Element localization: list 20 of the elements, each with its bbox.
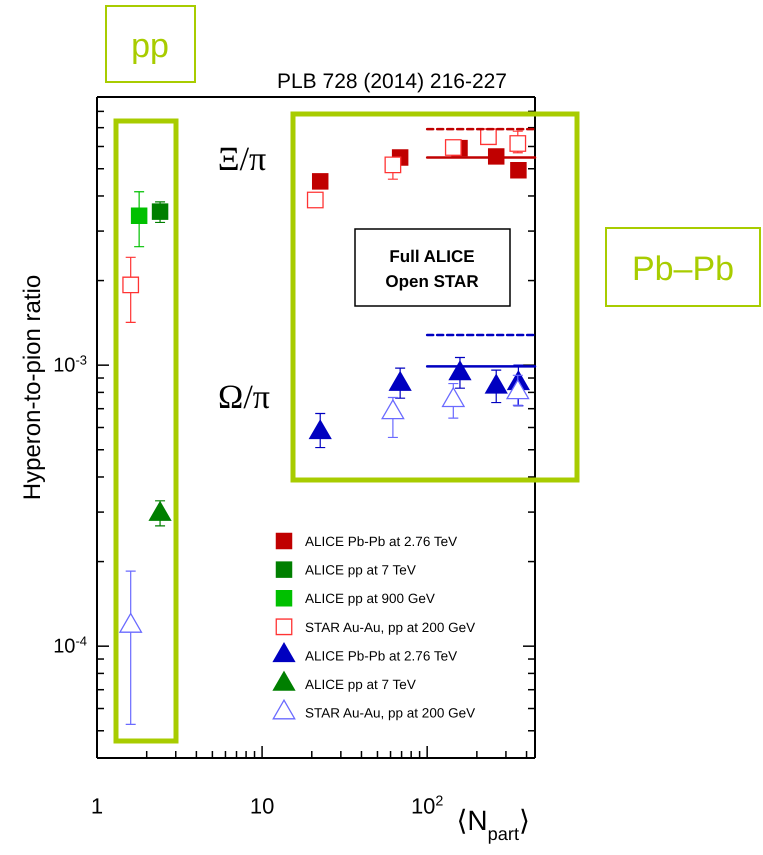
legend-label: ALICE pp at 7 TeV — [305, 562, 416, 578]
text: Pb–Pb — [632, 250, 734, 288]
y-axis-title: Hyperon-to-pion ratio — [19, 274, 46, 500]
legend-label: ALICE pp at 900 GeV — [305, 591, 435, 606]
legend-label: ALICE Pb-Pb at 2.76 TeV — [305, 534, 458, 549]
x-tick-label: 1 — [90, 794, 104, 819]
annotation: Ξ/π — [218, 141, 266, 178]
x-tick-label: 10$^{2}$ — [410, 794, 444, 819]
legend-label: ALICE pp at 7 TeV — [305, 677, 416, 692]
annotation: Full ALICE Open STAR — [385, 247, 479, 291]
legend-label: STAR Au-Au, pp at 200 GeV — [305, 620, 476, 635]
legend-label: STAR Au-Au, pp at 200 GeV — [305, 706, 476, 721]
x-tick-label: 10 — [250, 794, 274, 819]
text: pp — [131, 27, 169, 65]
y-tick-label: 10$^{-3}$ — [53, 352, 87, 377]
annotation: Ω/π — [218, 379, 270, 416]
y-tick-label: 10$^{-4}$ — [53, 633, 87, 658]
text: PLB 728 (2014) 216-227 — [276, 70, 508, 93]
legend-label: ALICE Pb-Pb at 2.76 TeV — [305, 648, 458, 664]
x-axis-title: ⟨N$_{part}$⟩ — [456, 805, 530, 844]
